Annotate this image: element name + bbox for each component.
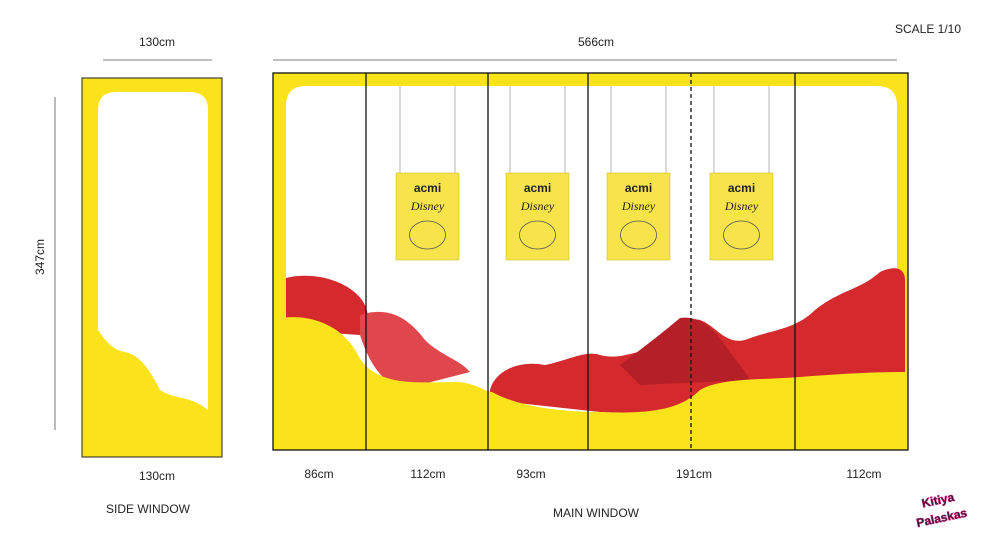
dimension-label: 566cm xyxy=(578,35,614,49)
poster-title: Disney xyxy=(410,199,445,213)
poster-illustration xyxy=(519,220,556,250)
poster xyxy=(606,172,671,261)
poster xyxy=(709,172,774,261)
section-label: SIDE WINDOW xyxy=(106,502,191,516)
poster-brand: acmi xyxy=(414,181,441,195)
poster-brand: acmi xyxy=(625,181,652,195)
poster-title: Disney xyxy=(520,199,555,213)
dimension-label: 130cm xyxy=(139,469,175,483)
side-window xyxy=(81,77,223,458)
poster xyxy=(505,172,570,261)
poster-illustration xyxy=(620,220,657,250)
dimension-label: 112cm xyxy=(410,467,445,481)
dimension-label: 191cm xyxy=(676,467,712,481)
poster-illustration xyxy=(723,220,760,250)
main-window xyxy=(272,72,909,451)
scale-label: SCALE 1/10 xyxy=(895,22,961,36)
poster-illustration xyxy=(409,220,446,250)
logo: Kitiya Palaskas xyxy=(915,490,969,531)
poster-brand: acmi xyxy=(728,181,755,195)
poster-title: Disney xyxy=(724,199,759,213)
poster-brand: acmi xyxy=(524,181,551,195)
dimension-label: 93cm xyxy=(516,467,545,481)
poster-title: Disney xyxy=(621,199,656,213)
dimension-label: 86cm xyxy=(304,467,333,481)
logo-text: Kitiya xyxy=(920,490,955,511)
dimension-label: 130cm xyxy=(139,35,175,49)
dimension-label: 347cm xyxy=(33,239,47,275)
poster xyxy=(395,172,460,261)
dimension-label: 112cm xyxy=(846,467,881,481)
section-label: MAIN WINDOW xyxy=(553,506,640,520)
